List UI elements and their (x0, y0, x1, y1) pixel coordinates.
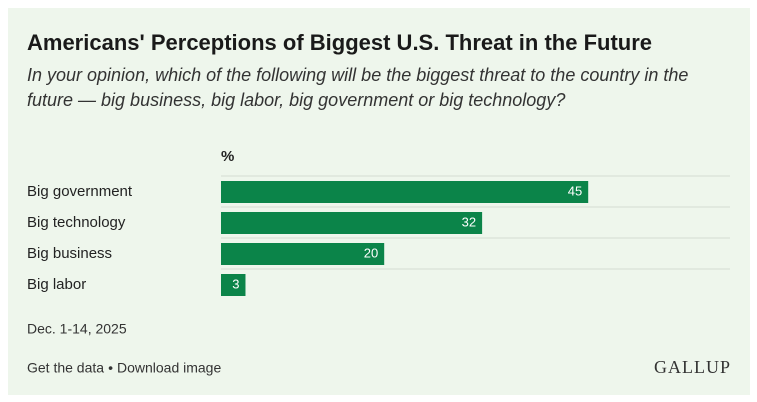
brand-logo: GALLUP (654, 357, 731, 377)
value-label: 32 (462, 214, 476, 229)
bar (221, 274, 246, 296)
category-label: Big government (27, 183, 133, 200)
value-label: 20 (364, 245, 378, 260)
get-data-link[interactable]: Get the data (27, 360, 104, 376)
unit-label: % (221, 148, 234, 165)
bar (221, 181, 589, 203)
link-separator: • (108, 360, 113, 376)
download-image-link[interactable]: Download image (117, 360, 221, 376)
value-label: 45 (568, 183, 582, 198)
chart-card: Americans' Perceptions of Biggest U.S. T… (8, 8, 750, 395)
category-label: Big business (27, 245, 112, 262)
chart-title: Americans' Perceptions of Biggest U.S. T… (27, 30, 653, 55)
category-label: Big labor (27, 276, 86, 293)
date-note: Dec. 1-14, 2025 (27, 321, 127, 337)
category-label: Big technology (27, 214, 126, 231)
bar (221, 212, 483, 234)
bar (221, 243, 385, 265)
chart-subtitle: In your opinion, which of the following … (27, 65, 689, 110)
value-label: 3 (232, 276, 239, 291)
